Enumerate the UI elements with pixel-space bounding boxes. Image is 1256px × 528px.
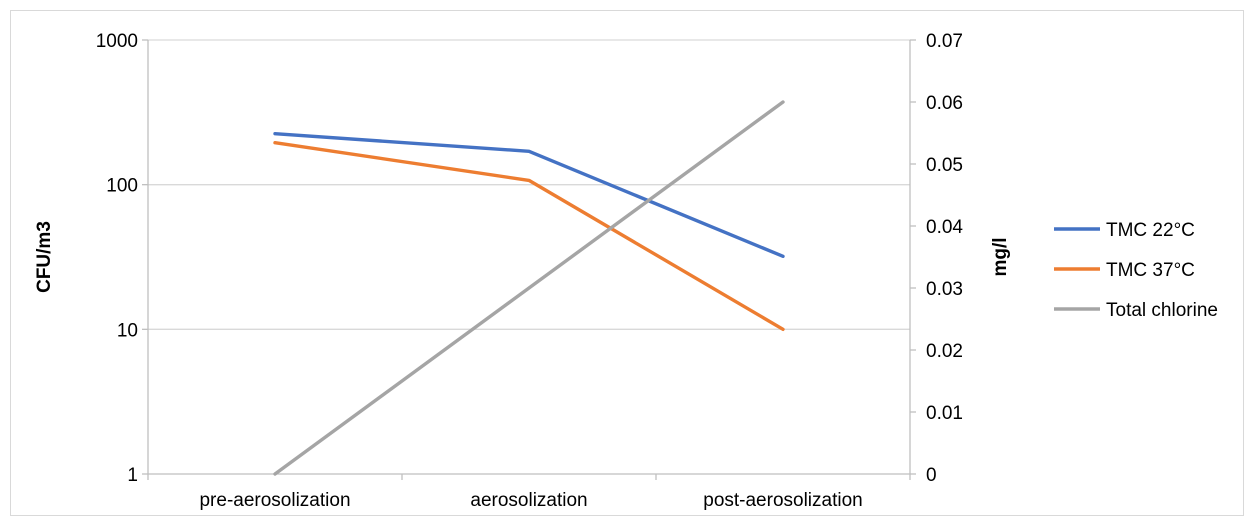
right-axis-title: mg/l [990,237,1011,276]
left-tick-label: 1 [127,465,138,486]
series-line [273,131,785,258]
left-axis-ticks: 1 10 100 1000 [96,31,138,486]
series-lines [273,100,785,476]
category-label: pre-aerosolization [199,490,350,511]
legend-label: Total chlorine [1106,300,1218,321]
right-tick-label: 0.03 [926,279,963,300]
left-axis-title: CFU/m3 [34,221,55,293]
legend-label: TMC 37°C [1106,260,1195,281]
right-tick-label: 0.05 [926,155,963,176]
right-tick-label: 0.06 [926,93,963,114]
series-line [273,100,785,476]
legend-label: TMC 22°C [1106,220,1195,241]
category-label: aerosolization [470,490,587,511]
legend: TMC 22°C TMC 37°C Total chlorine [1054,220,1218,321]
category-label: post-aerosolization [703,490,862,511]
axes [142,39,916,480]
chart-frame [10,10,1244,516]
left-tick-label: 10 [117,320,138,341]
left-tick-label: 100 [106,176,138,197]
left-tick-label: 1000 [96,31,138,52]
right-tick-label: 0.02 [926,341,963,362]
right-tick-label: 0.07 [926,31,963,52]
category-labels: pre-aerosolization aerosolization post-aer… [199,490,862,511]
right-tick-label: 0 [926,465,937,486]
right-axis-ticks: 0 0.01 0.02 0.03 0.04 0.05 0.06 0.07 [926,31,963,486]
right-tick-label: 0.04 [926,217,963,238]
series-line [273,140,785,331]
right-tick-label: 0.01 [926,403,963,424]
